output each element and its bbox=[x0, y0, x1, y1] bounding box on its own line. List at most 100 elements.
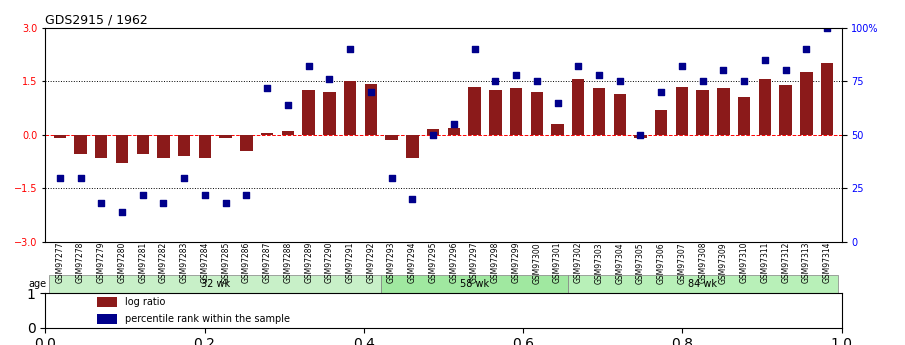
Text: log ratio: log ratio bbox=[125, 297, 166, 307]
Bar bbox=[74, 135, 87, 155]
Text: GSM97295: GSM97295 bbox=[429, 242, 438, 284]
Point bbox=[778, 68, 793, 73]
Point bbox=[136, 192, 150, 198]
Text: GSM97281: GSM97281 bbox=[138, 242, 148, 283]
Point bbox=[675, 63, 690, 69]
Point bbox=[405, 196, 420, 202]
Bar bbox=[406, 135, 418, 158]
Point bbox=[654, 89, 669, 95]
Point bbox=[509, 72, 523, 78]
Text: GSM97305: GSM97305 bbox=[636, 242, 645, 284]
Bar bbox=[97, 314, 117, 324]
Text: GSM97312: GSM97312 bbox=[781, 242, 790, 283]
Bar bbox=[95, 135, 108, 158]
Point bbox=[488, 78, 502, 84]
Text: GSM97292: GSM97292 bbox=[367, 242, 376, 283]
Bar bbox=[717, 88, 729, 135]
FancyBboxPatch shape bbox=[50, 275, 381, 294]
Bar bbox=[821, 63, 834, 135]
Text: GSM97291: GSM97291 bbox=[346, 242, 355, 283]
Text: GSM97307: GSM97307 bbox=[678, 242, 687, 284]
Bar bbox=[530, 92, 543, 135]
Bar bbox=[220, 135, 232, 138]
Bar bbox=[448, 128, 460, 135]
Point bbox=[94, 201, 109, 206]
Text: GSM97286: GSM97286 bbox=[242, 242, 251, 283]
Bar bbox=[116, 135, 129, 164]
Text: GSM97296: GSM97296 bbox=[449, 242, 458, 284]
Point bbox=[613, 78, 627, 84]
Text: GSM97314: GSM97314 bbox=[823, 242, 832, 284]
Point bbox=[364, 89, 378, 95]
Text: GSM97313: GSM97313 bbox=[802, 242, 811, 284]
Point bbox=[446, 121, 461, 127]
Point bbox=[550, 100, 565, 105]
Point bbox=[820, 25, 834, 30]
Text: GSM97289: GSM97289 bbox=[304, 242, 313, 283]
Text: GSM97288: GSM97288 bbox=[283, 242, 292, 283]
Bar bbox=[97, 297, 117, 307]
Bar bbox=[240, 135, 252, 151]
Point bbox=[716, 68, 730, 73]
Bar bbox=[758, 79, 771, 135]
Point bbox=[343, 46, 357, 52]
Text: GSM97278: GSM97278 bbox=[76, 242, 85, 283]
Bar bbox=[614, 94, 626, 135]
Point bbox=[157, 201, 171, 206]
Bar bbox=[178, 135, 190, 156]
Text: GSM97285: GSM97285 bbox=[221, 242, 230, 283]
Text: GSM97308: GSM97308 bbox=[698, 242, 707, 284]
Bar bbox=[323, 92, 336, 135]
Bar bbox=[261, 133, 273, 135]
Text: GSM97283: GSM97283 bbox=[180, 242, 189, 283]
Point bbox=[260, 85, 274, 90]
Point bbox=[467, 46, 481, 52]
Point bbox=[571, 63, 586, 69]
Bar bbox=[365, 84, 377, 135]
Text: GSM97293: GSM97293 bbox=[387, 242, 396, 284]
Bar bbox=[302, 90, 315, 135]
Point bbox=[197, 192, 212, 198]
Text: GSM97301: GSM97301 bbox=[553, 242, 562, 284]
Point bbox=[737, 78, 751, 84]
Text: GSM97294: GSM97294 bbox=[408, 242, 417, 284]
Text: GSM97303: GSM97303 bbox=[595, 242, 604, 284]
Point bbox=[529, 78, 544, 84]
Point bbox=[322, 76, 337, 82]
Point bbox=[177, 175, 192, 180]
Bar bbox=[655, 110, 667, 135]
Bar bbox=[551, 124, 564, 135]
Bar bbox=[137, 135, 149, 155]
Text: GSM97304: GSM97304 bbox=[615, 242, 624, 284]
Bar bbox=[53, 135, 66, 138]
FancyBboxPatch shape bbox=[568, 275, 837, 294]
Point bbox=[239, 192, 253, 198]
Text: age: age bbox=[28, 279, 46, 289]
Point bbox=[695, 78, 710, 84]
Bar bbox=[157, 135, 170, 158]
Text: GSM97280: GSM97280 bbox=[118, 242, 127, 283]
FancyBboxPatch shape bbox=[381, 275, 568, 294]
Point bbox=[385, 175, 399, 180]
Text: GSM97302: GSM97302 bbox=[574, 242, 583, 284]
Bar bbox=[697, 90, 709, 135]
Point bbox=[592, 72, 606, 78]
Point bbox=[115, 209, 129, 215]
Text: percentile rank within the sample: percentile rank within the sample bbox=[125, 314, 290, 324]
Text: GSM97290: GSM97290 bbox=[325, 242, 334, 284]
Text: GSM97282: GSM97282 bbox=[159, 242, 168, 283]
Bar bbox=[738, 97, 750, 135]
Text: GSM97284: GSM97284 bbox=[200, 242, 209, 283]
Text: GSM97310: GSM97310 bbox=[739, 242, 748, 284]
Point bbox=[281, 102, 295, 108]
Bar bbox=[489, 90, 501, 135]
Text: GSM97300: GSM97300 bbox=[532, 242, 541, 284]
Text: GSM97277: GSM97277 bbox=[55, 242, 64, 284]
Bar bbox=[344, 81, 357, 135]
Text: GDS2915 / 1962: GDS2915 / 1962 bbox=[45, 13, 148, 27]
Text: 32 wk: 32 wk bbox=[201, 279, 230, 289]
Point bbox=[73, 175, 88, 180]
Bar bbox=[386, 135, 398, 140]
Bar bbox=[199, 135, 211, 158]
Text: 58 wk: 58 wk bbox=[460, 279, 489, 289]
